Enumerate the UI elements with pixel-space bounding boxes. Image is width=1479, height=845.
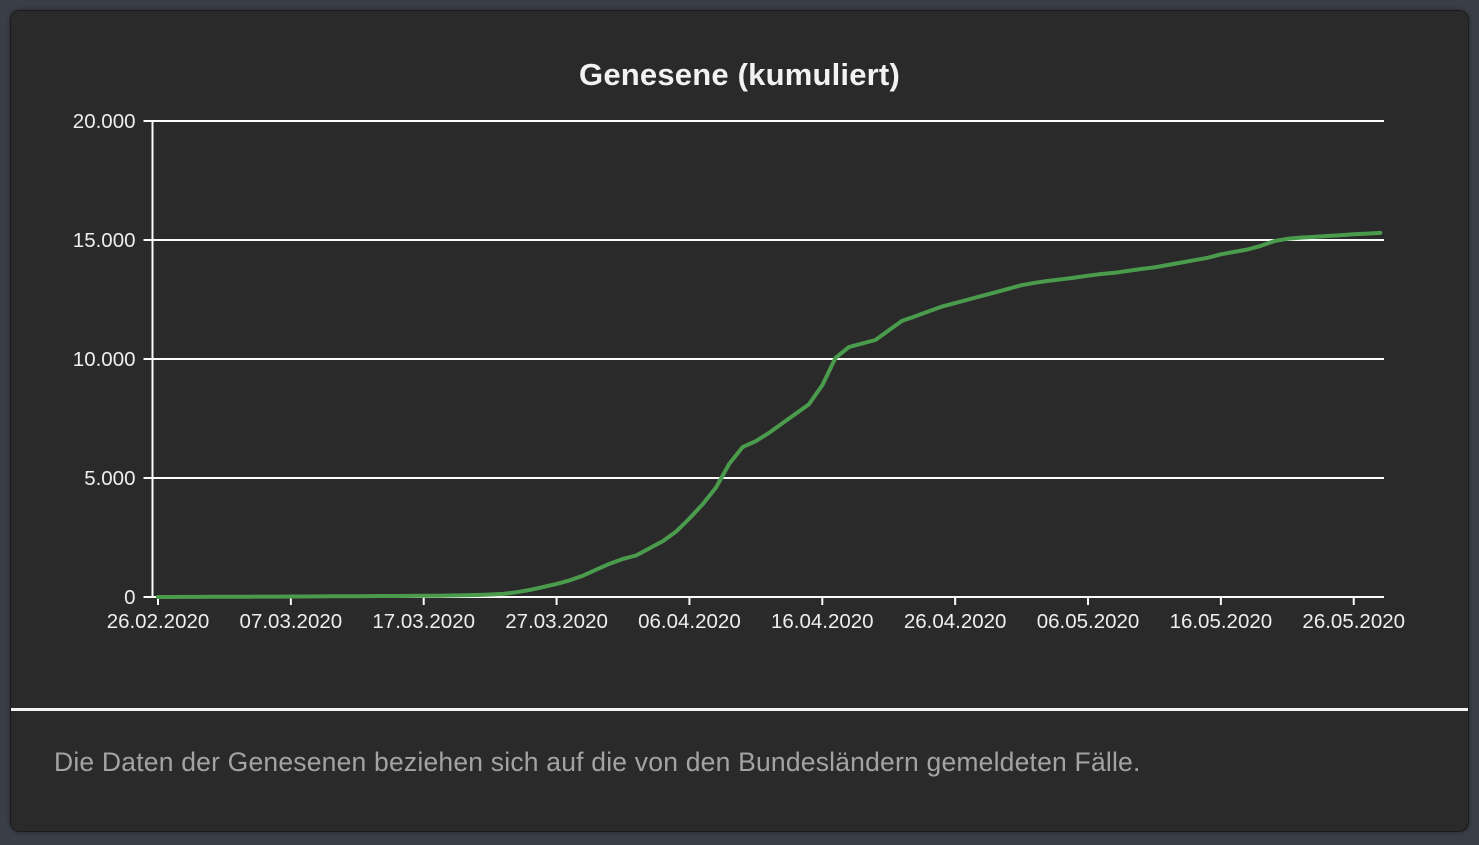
x-tick-label: 26.05.2020 [1302, 610, 1405, 633]
chart-title: Genesene (kumuliert) [579, 57, 900, 92]
x-tick-label: 07.03.2020 [240, 610, 343, 633]
y-tick-label: 10.000 [73, 348, 136, 371]
y-tick-label: 15.000 [73, 229, 136, 252]
x-tick-label: 06.04.2020 [638, 610, 741, 633]
x-tick-label: 27.03.2020 [505, 610, 608, 633]
chart-panel: Genesene (kumuliert) 0 5.000 10.000 15.000 2… [10, 10, 1469, 832]
x-tick-label: 16.05.2020 [1170, 610, 1273, 633]
x-tick-label: 17.03.2020 [372, 610, 475, 633]
y-tick-label: 5.000 [84, 467, 135, 490]
footnote: Die Daten der Genesenen beziehen sich au… [54, 747, 1141, 777]
y-tick-label: 0 [124, 586, 135, 609]
x-tick-label: 26.04.2020 [904, 610, 1007, 633]
x-tick-label: 16.04.2020 [771, 610, 874, 633]
data-line [156, 230, 1383, 599]
x-tick-label: 26.02.2020 [107, 610, 210, 633]
x-tick-label: 06.05.2020 [1037, 610, 1140, 633]
y-tick-label: 20.000 [73, 110, 136, 133]
line-chart: 0 5.000 10.000 15.000 20.000 26.02.2020 07.03.… [73, 110, 1405, 633]
divider [11, 708, 1468, 711]
